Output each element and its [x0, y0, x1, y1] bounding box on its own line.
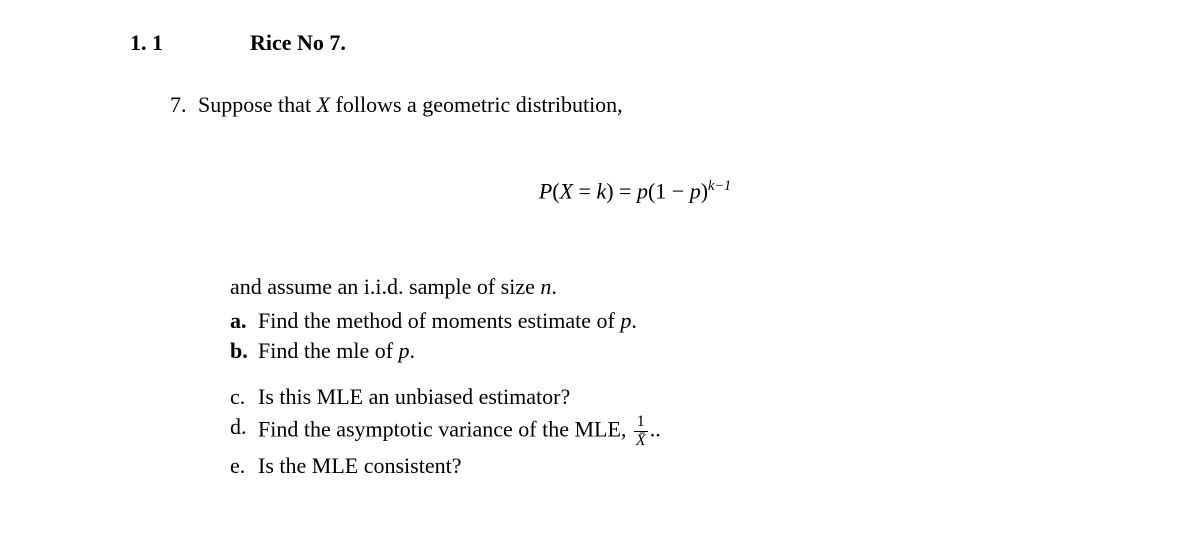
- frac-denominator: X̄: [634, 432, 648, 449]
- formula: P(X = k) = p(1 − p)k−1: [170, 178, 1100, 204]
- part-a: a. Find the method of moments estimate o…: [230, 308, 1100, 334]
- formula-p2: p: [690, 178, 701, 203]
- formula-rhs-open: (1 −: [648, 178, 690, 203]
- iid-line: and assume an i.i.d. sample of size n.: [230, 274, 1100, 300]
- iid-var-n: n: [540, 274, 551, 299]
- part-b-pre: Find the mle of: [258, 338, 399, 363]
- part-b: b. Find the mle of p.: [230, 338, 1100, 364]
- outer-problem-number: 1. 1: [130, 30, 250, 56]
- iid-suffix: .: [551, 274, 557, 299]
- part-a-pre: Find the method of moments estimate of: [258, 308, 620, 333]
- problem-intro: Suppose that X follows a geometric distr…: [198, 92, 1100, 118]
- part-d-post: ..: [650, 417, 661, 442]
- part-a-post: .: [631, 308, 637, 333]
- formula-rhs-close: ): [701, 178, 708, 203]
- problem-statement: 7. Suppose that X follows a geometric di…: [170, 92, 1100, 118]
- part-d-pre: Find the asymptotic variance of the MLE,: [258, 417, 632, 442]
- formula-p1: p: [637, 178, 648, 203]
- iid-prefix: and assume an i.i.d. sample of size: [230, 274, 540, 299]
- formula-X: X: [560, 178, 573, 203]
- page-body: 1. 1 Rice No 7. 7. Suppose that X follow…: [0, 30, 1200, 479]
- part-b-text: Find the mle of p.: [258, 338, 1100, 364]
- part-c: c. Is this MLE an unbiased estimator?: [230, 384, 1100, 410]
- part-a-text: Find the method of moments estimate of p…: [258, 308, 1100, 334]
- formula-exponent: k−1: [708, 178, 731, 194]
- part-b-post: .: [410, 338, 416, 363]
- inner-problem-number: 7.: [170, 92, 198, 118]
- spacer: [230, 368, 1100, 384]
- formula-k: k: [596, 178, 606, 203]
- part-d: d. Find the asymptotic variance of the M…: [230, 414, 1100, 449]
- part-d-fraction: 1X̄: [634, 414, 648, 449]
- part-d-text: Find the asymptotic variance of the MLE,…: [258, 414, 1100, 449]
- formula-close-eq: ) =: [606, 178, 637, 203]
- part-e: e. Is the MLE consistent?: [230, 453, 1100, 479]
- part-a-var: p: [620, 308, 631, 333]
- header-line: 1. 1 Rice No 7.: [130, 30, 1100, 56]
- part-c-label: c.: [230, 384, 258, 410]
- formula-open: (: [552, 178, 559, 203]
- intro-var-x: X: [317, 92, 330, 117]
- frac-numerator: 1: [634, 414, 648, 432]
- rice-title: Rice No 7.: [250, 30, 346, 56]
- part-b-label: b.: [230, 338, 258, 364]
- formula-P: P: [539, 178, 552, 203]
- part-d-label: d.: [230, 414, 258, 449]
- intro-prefix: Suppose that: [198, 92, 317, 117]
- part-a-label: a.: [230, 308, 258, 334]
- problem-content: 7. Suppose that X follows a geometric di…: [130, 92, 1100, 479]
- part-b-var: p: [399, 338, 410, 363]
- part-e-label: e.: [230, 453, 258, 479]
- body-block: and assume an i.i.d. sample of size n. a…: [170, 274, 1100, 479]
- part-c-text: Is this MLE an unbiased estimator?: [258, 384, 1100, 410]
- part-e-text: Is the MLE consistent?: [258, 453, 1100, 479]
- formula-eq: =: [573, 178, 596, 203]
- intro-suffix: follows a geometric distribution,: [330, 92, 623, 117]
